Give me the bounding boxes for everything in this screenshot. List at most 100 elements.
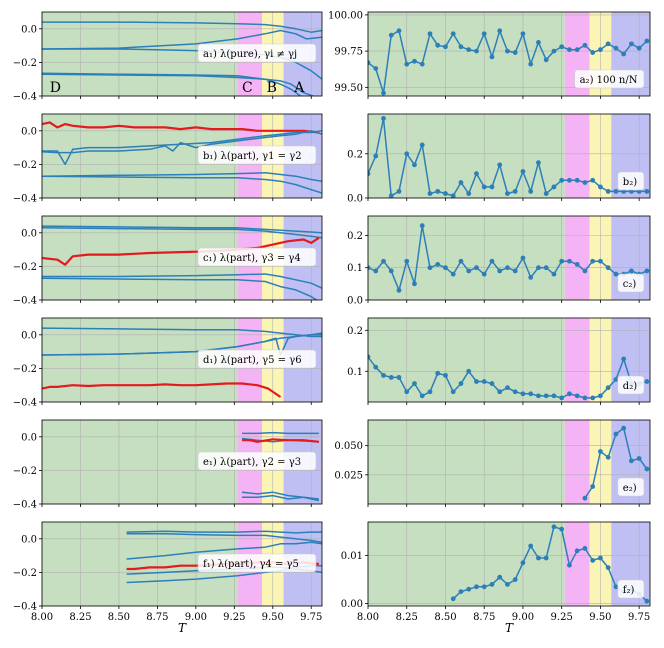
- data-point: [582, 546, 588, 551]
- data-point: [404, 389, 410, 395]
- data-point: [412, 162, 417, 168]
- data-point: [474, 48, 479, 54]
- data-point: [567, 47, 572, 53]
- region-label-C: C: [242, 80, 253, 96]
- y-tick-label: −0.2: [13, 262, 37, 273]
- panel-a1: 0.0 −0.2 −0.4 a₁) λ(pure), γi ≠ γj D C B A: [13, 11, 323, 103]
- panel-annotation: d₂): [623, 381, 637, 392]
- data-point: [489, 381, 495, 386]
- data-point: [574, 548, 580, 554]
- data-point: [543, 555, 549, 561]
- annotation-box: [197, 145, 317, 165]
- data-point: [613, 45, 619, 51]
- panel-annotation: f₁) λ(part), γ4 = γ5: [203, 559, 299, 570]
- data-point: [528, 391, 534, 397]
- x-tick-label: 8.50: [434, 612, 456, 623]
- region-C-band: [564, 114, 590, 198]
- data-point: [621, 51, 627, 57]
- y-tick-label: −0.2: [13, 58, 37, 69]
- data-point: [404, 258, 410, 264]
- panel-f1: 0.0 −0.2 −0.48.00 8.25 8.50 8.75 9.00 9.25 9.50 9…: [13, 521, 323, 635]
- annotation-box: [617, 273, 645, 293]
- data-point: [543, 265, 549, 271]
- data-point: [590, 258, 596, 264]
- y-tick-label: −0.2: [13, 568, 37, 579]
- red-series-line: [42, 236, 320, 266]
- y-tick-label: −0.4: [13, 92, 37, 103]
- data-point: [427, 31, 433, 37]
- y-tick-label: 100.00: [328, 10, 363, 21]
- region-label-A: A: [293, 80, 305, 96]
- data-point: [466, 47, 472, 53]
- data-point: [520, 391, 526, 397]
- data-point: [368, 60, 371, 66]
- y-tick-label: 0.01: [341, 551, 363, 562]
- region-C-band: [564, 216, 590, 300]
- data-point: [373, 153, 379, 159]
- data-point: [458, 180, 464, 185]
- blue-series-line: [242, 431, 319, 435]
- x-tick-label: 9.75: [300, 612, 322, 623]
- data-point: [574, 47, 580, 53]
- y-tick-label: −0.4: [13, 398, 37, 409]
- y-tick-label: −0.4: [13, 296, 37, 307]
- data-point: [605, 385, 611, 391]
- y-tick-label: 0.0: [347, 296, 363, 307]
- panel-annotation: c₁) λ(part), γ3 = γ4: [203, 253, 301, 264]
- data-point: [466, 268, 472, 274]
- data-point: [520, 169, 526, 174]
- data-point: [489, 258, 495, 264]
- data-point: [396, 287, 402, 293]
- blue-series-line: [42, 175, 322, 194]
- x-tick-label: 9.25: [223, 612, 245, 623]
- y-tick-label: −0.4: [13, 500, 37, 511]
- panel-annotation: f₂): [623, 585, 635, 596]
- data-point: [512, 188, 518, 194]
- data-point: [574, 393, 580, 399]
- data-point: [551, 48, 557, 54]
- x-tick-label: 8.75: [473, 612, 495, 623]
- data-point: [605, 454, 611, 460]
- data-point: [381, 116, 386, 121]
- y-tick-label: −0.2: [13, 364, 37, 375]
- data-point: [528, 274, 534, 280]
- region-C-band: [564, 420, 590, 504]
- data-point: [644, 38, 650, 44]
- data-point: [598, 449, 603, 454]
- y-tick-label: 0.050: [334, 441, 363, 452]
- panel-annotation: b₁) λ(part), γ1 = γ2: [203, 151, 302, 162]
- data-point: [512, 268, 518, 274]
- data-point: [567, 562, 572, 568]
- data-point: [497, 28, 503, 34]
- red-series-line: [42, 382, 282, 398]
- blue-series-line: [42, 21, 322, 33]
- region-D-band: [368, 522, 565, 606]
- data-point: [497, 574, 503, 580]
- x-tick-label: 8.75: [146, 612, 168, 623]
- annotation-box: [617, 171, 645, 191]
- x-tick-label: 9.50: [589, 612, 611, 623]
- data-point: [512, 50, 518, 55]
- data-point: [474, 171, 479, 177]
- data-point: [621, 425, 627, 431]
- annotation-box: [617, 375, 645, 395]
- data-point: [435, 42, 441, 48]
- blue-series-line: [42, 273, 322, 289]
- data-point: [543, 191, 549, 196]
- data-point: [474, 584, 479, 590]
- data-point: [582, 495, 588, 501]
- data-point: [388, 268, 394, 274]
- panel-b2: 0.2 0.0 b₂): [347, 113, 651, 205]
- data-point: [512, 577, 518, 582]
- data-point: [435, 188, 441, 194]
- data-point: [497, 389, 503, 395]
- data-point: [567, 258, 572, 264]
- data-point: [427, 389, 433, 395]
- data-point: [590, 558, 596, 563]
- data-point: [613, 188, 619, 194]
- y-tick-label: 0.025: [334, 470, 363, 481]
- data-point: [505, 385, 510, 391]
- data-point: [481, 379, 487, 384]
- annotation-box: [197, 553, 317, 573]
